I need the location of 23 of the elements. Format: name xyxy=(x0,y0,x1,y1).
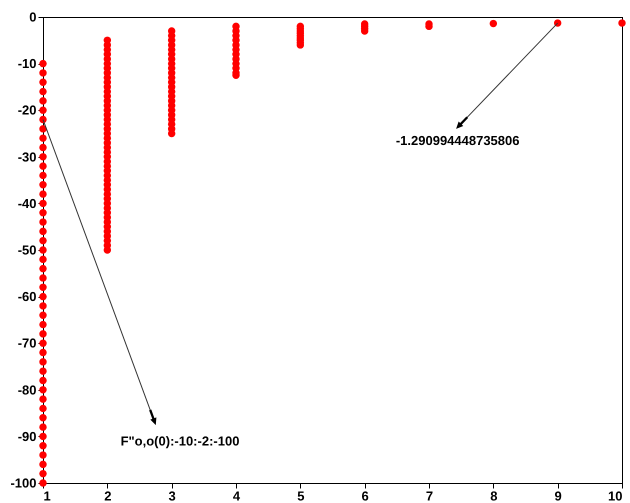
y-tick-label: -30 xyxy=(18,149,36,164)
y-tick-label: -50 xyxy=(18,242,36,258)
x-tick-label: 8 xyxy=(490,488,498,503)
x-tick-label: 9 xyxy=(554,488,562,503)
y-tick-label: -10 xyxy=(18,56,36,72)
x-tick-label: 6 xyxy=(362,488,369,503)
x-tick-label: 7 xyxy=(426,488,434,503)
x-tick-label: 4 xyxy=(232,488,241,503)
y-tick-label: -20 xyxy=(18,102,36,118)
x-tick-label: 2 xyxy=(104,488,112,503)
y-tick-label: -40 xyxy=(18,196,36,211)
y-tick-label: -60 xyxy=(18,289,36,304)
annotation: F"o,o(0):-10:-2:-100 xyxy=(120,434,240,449)
y-tick-label: -100 xyxy=(10,476,36,490)
y-tick-label: -70 xyxy=(18,336,36,351)
y-tick-label: -80 xyxy=(18,382,36,398)
annotation: -1.290994448735806 xyxy=(396,133,520,148)
y-tick-label: -90 xyxy=(18,428,36,444)
x-tick-label: 1 xyxy=(44,488,51,503)
x-tick-label: 10 xyxy=(608,488,622,503)
x-tick-label: 5 xyxy=(297,488,304,503)
y-tick-label: 0 xyxy=(29,10,36,24)
x-tick-label: 3 xyxy=(168,488,176,503)
